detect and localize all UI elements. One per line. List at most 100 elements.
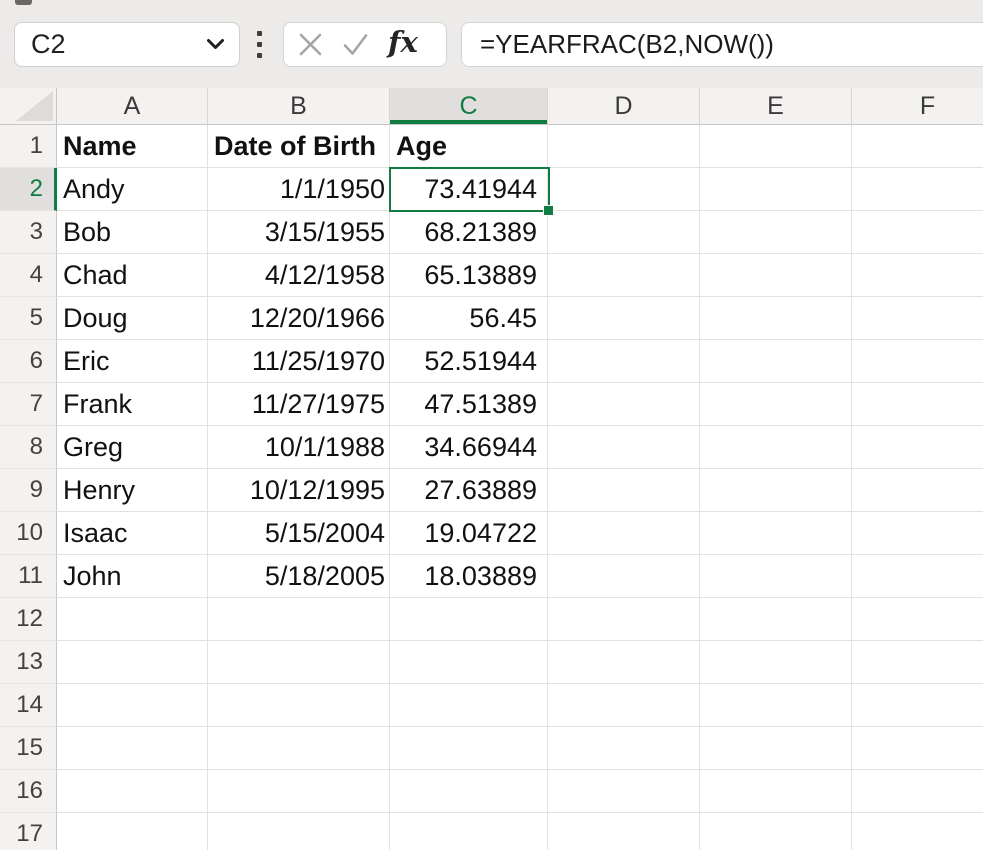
- cell-E14[interactable]: [700, 684, 852, 727]
- cell-A6[interactable]: Eric: [57, 340, 208, 383]
- cell-C8[interactable]: 34.66944: [390, 426, 548, 469]
- cell-B13[interactable]: [208, 641, 390, 684]
- cell-F7[interactable]: [852, 383, 983, 426]
- cell-B8[interactable]: 10/1/1988: [208, 426, 390, 469]
- cell-F14[interactable]: [852, 684, 983, 727]
- cell-E15[interactable]: [700, 727, 852, 770]
- cell-D3[interactable]: [548, 211, 700, 254]
- row-header-11[interactable]: 11: [0, 555, 57, 598]
- cell-D10[interactable]: [548, 512, 700, 555]
- cell-C9[interactable]: 27.63889: [390, 469, 548, 512]
- cell-A13[interactable]: [57, 641, 208, 684]
- cell-A3[interactable]: Bob: [57, 211, 208, 254]
- cell-C16[interactable]: [390, 770, 548, 813]
- cell-D2[interactable]: [548, 168, 700, 211]
- column-header-E[interactable]: E: [700, 88, 852, 125]
- cell-D9[interactable]: [548, 469, 700, 512]
- cell-D8[interactable]: [548, 426, 700, 469]
- cell-A12[interactable]: [57, 598, 208, 641]
- row-header-7[interactable]: 7: [0, 383, 57, 426]
- cell-A1[interactable]: Name: [57, 125, 208, 168]
- cell-A10[interactable]: Isaac: [57, 512, 208, 555]
- cell-C17[interactable]: [390, 813, 548, 850]
- column-header-B[interactable]: B: [208, 88, 390, 125]
- cell-E17[interactable]: [700, 813, 852, 850]
- cell-B3[interactable]: 3/15/1955: [208, 211, 390, 254]
- cell-C4[interactable]: 65.13889: [390, 254, 548, 297]
- insert-function-icon[interactable]: fx: [388, 25, 418, 59]
- cell-F1[interactable]: [852, 125, 983, 168]
- cell-D7[interactable]: [548, 383, 700, 426]
- cell-C10[interactable]: 19.04722: [390, 512, 548, 555]
- cell-E6[interactable]: [700, 340, 852, 383]
- cell-C7[interactable]: 47.51389: [390, 383, 548, 426]
- cell-F3[interactable]: [852, 211, 983, 254]
- cell-A2[interactable]: Andy: [57, 168, 208, 211]
- cell-C11[interactable]: 18.03889: [390, 555, 548, 598]
- cell-F8[interactable]: [852, 426, 983, 469]
- row-header-10[interactable]: 10: [0, 512, 57, 555]
- cell-D13[interactable]: [548, 641, 700, 684]
- column-header-C[interactable]: C: [390, 88, 548, 125]
- cell-B5[interactable]: 12/20/1966: [208, 297, 390, 340]
- cell-C2[interactable]: 73.41944: [390, 168, 548, 211]
- cell-F17[interactable]: [852, 813, 983, 850]
- cell-D4[interactable]: [548, 254, 700, 297]
- cancel-icon[interactable]: [298, 32, 323, 57]
- row-header-17[interactable]: 17: [0, 813, 57, 850]
- cell-E1[interactable]: [700, 125, 852, 168]
- cell-F6[interactable]: [852, 340, 983, 383]
- row-header-9[interactable]: 9: [0, 469, 57, 512]
- cell-E4[interactable]: [700, 254, 852, 297]
- cell-D15[interactable]: [548, 727, 700, 770]
- cell-E9[interactable]: [700, 469, 852, 512]
- toolbar-grip-icon[interactable]: [257, 31, 262, 58]
- cell-E13[interactable]: [700, 641, 852, 684]
- cell-B4[interactable]: 4/12/1958: [208, 254, 390, 297]
- cell-B17[interactable]: [208, 813, 390, 850]
- cell-A16[interactable]: [57, 770, 208, 813]
- cell-A8[interactable]: Greg: [57, 426, 208, 469]
- column-header-F[interactable]: F: [852, 88, 983, 125]
- cell-A15[interactable]: [57, 727, 208, 770]
- cell-B6[interactable]: 11/25/1970: [208, 340, 390, 383]
- cell-E5[interactable]: [700, 297, 852, 340]
- row-header-12[interactable]: 12: [0, 598, 57, 641]
- cell-E3[interactable]: [700, 211, 852, 254]
- cell-B15[interactable]: [208, 727, 390, 770]
- cell-A14[interactable]: [57, 684, 208, 727]
- cell-F5[interactable]: [852, 297, 983, 340]
- row-header-1[interactable]: 1: [0, 125, 57, 168]
- row-header-6[interactable]: 6: [0, 340, 57, 383]
- cell-B1[interactable]: Date of Birth: [208, 125, 390, 168]
- cell-B9[interactable]: 10/12/1995: [208, 469, 390, 512]
- column-header-D[interactable]: D: [548, 88, 700, 125]
- cell-F13[interactable]: [852, 641, 983, 684]
- cell-D12[interactable]: [548, 598, 700, 641]
- cell-B2[interactable]: 1/1/1950: [208, 168, 390, 211]
- cell-A11[interactable]: John: [57, 555, 208, 598]
- cell-B16[interactable]: [208, 770, 390, 813]
- cell-F2[interactable]: [852, 168, 983, 211]
- cell-F16[interactable]: [852, 770, 983, 813]
- cell-B7[interactable]: 11/27/1975: [208, 383, 390, 426]
- cell-F4[interactable]: [852, 254, 983, 297]
- row-header-4[interactable]: 4: [0, 254, 57, 297]
- cell-E2[interactable]: [700, 168, 852, 211]
- cell-F9[interactable]: [852, 469, 983, 512]
- cell-F11[interactable]: [852, 555, 983, 598]
- name-box[interactable]: C2: [14, 22, 240, 67]
- cell-F10[interactable]: [852, 512, 983, 555]
- cell-E10[interactable]: [700, 512, 852, 555]
- select-all-button[interactable]: [0, 88, 57, 125]
- cell-A17[interactable]: [57, 813, 208, 850]
- cell-D5[interactable]: [548, 297, 700, 340]
- cell-E12[interactable]: [700, 598, 852, 641]
- chevron-down-icon[interactable]: [206, 38, 225, 51]
- cell-C6[interactable]: 52.51944: [390, 340, 548, 383]
- cell-C5[interactable]: 56.45: [390, 297, 548, 340]
- cell-B12[interactable]: [208, 598, 390, 641]
- cell-C15[interactable]: [390, 727, 548, 770]
- cell-D11[interactable]: [548, 555, 700, 598]
- cell-F12[interactable]: [852, 598, 983, 641]
